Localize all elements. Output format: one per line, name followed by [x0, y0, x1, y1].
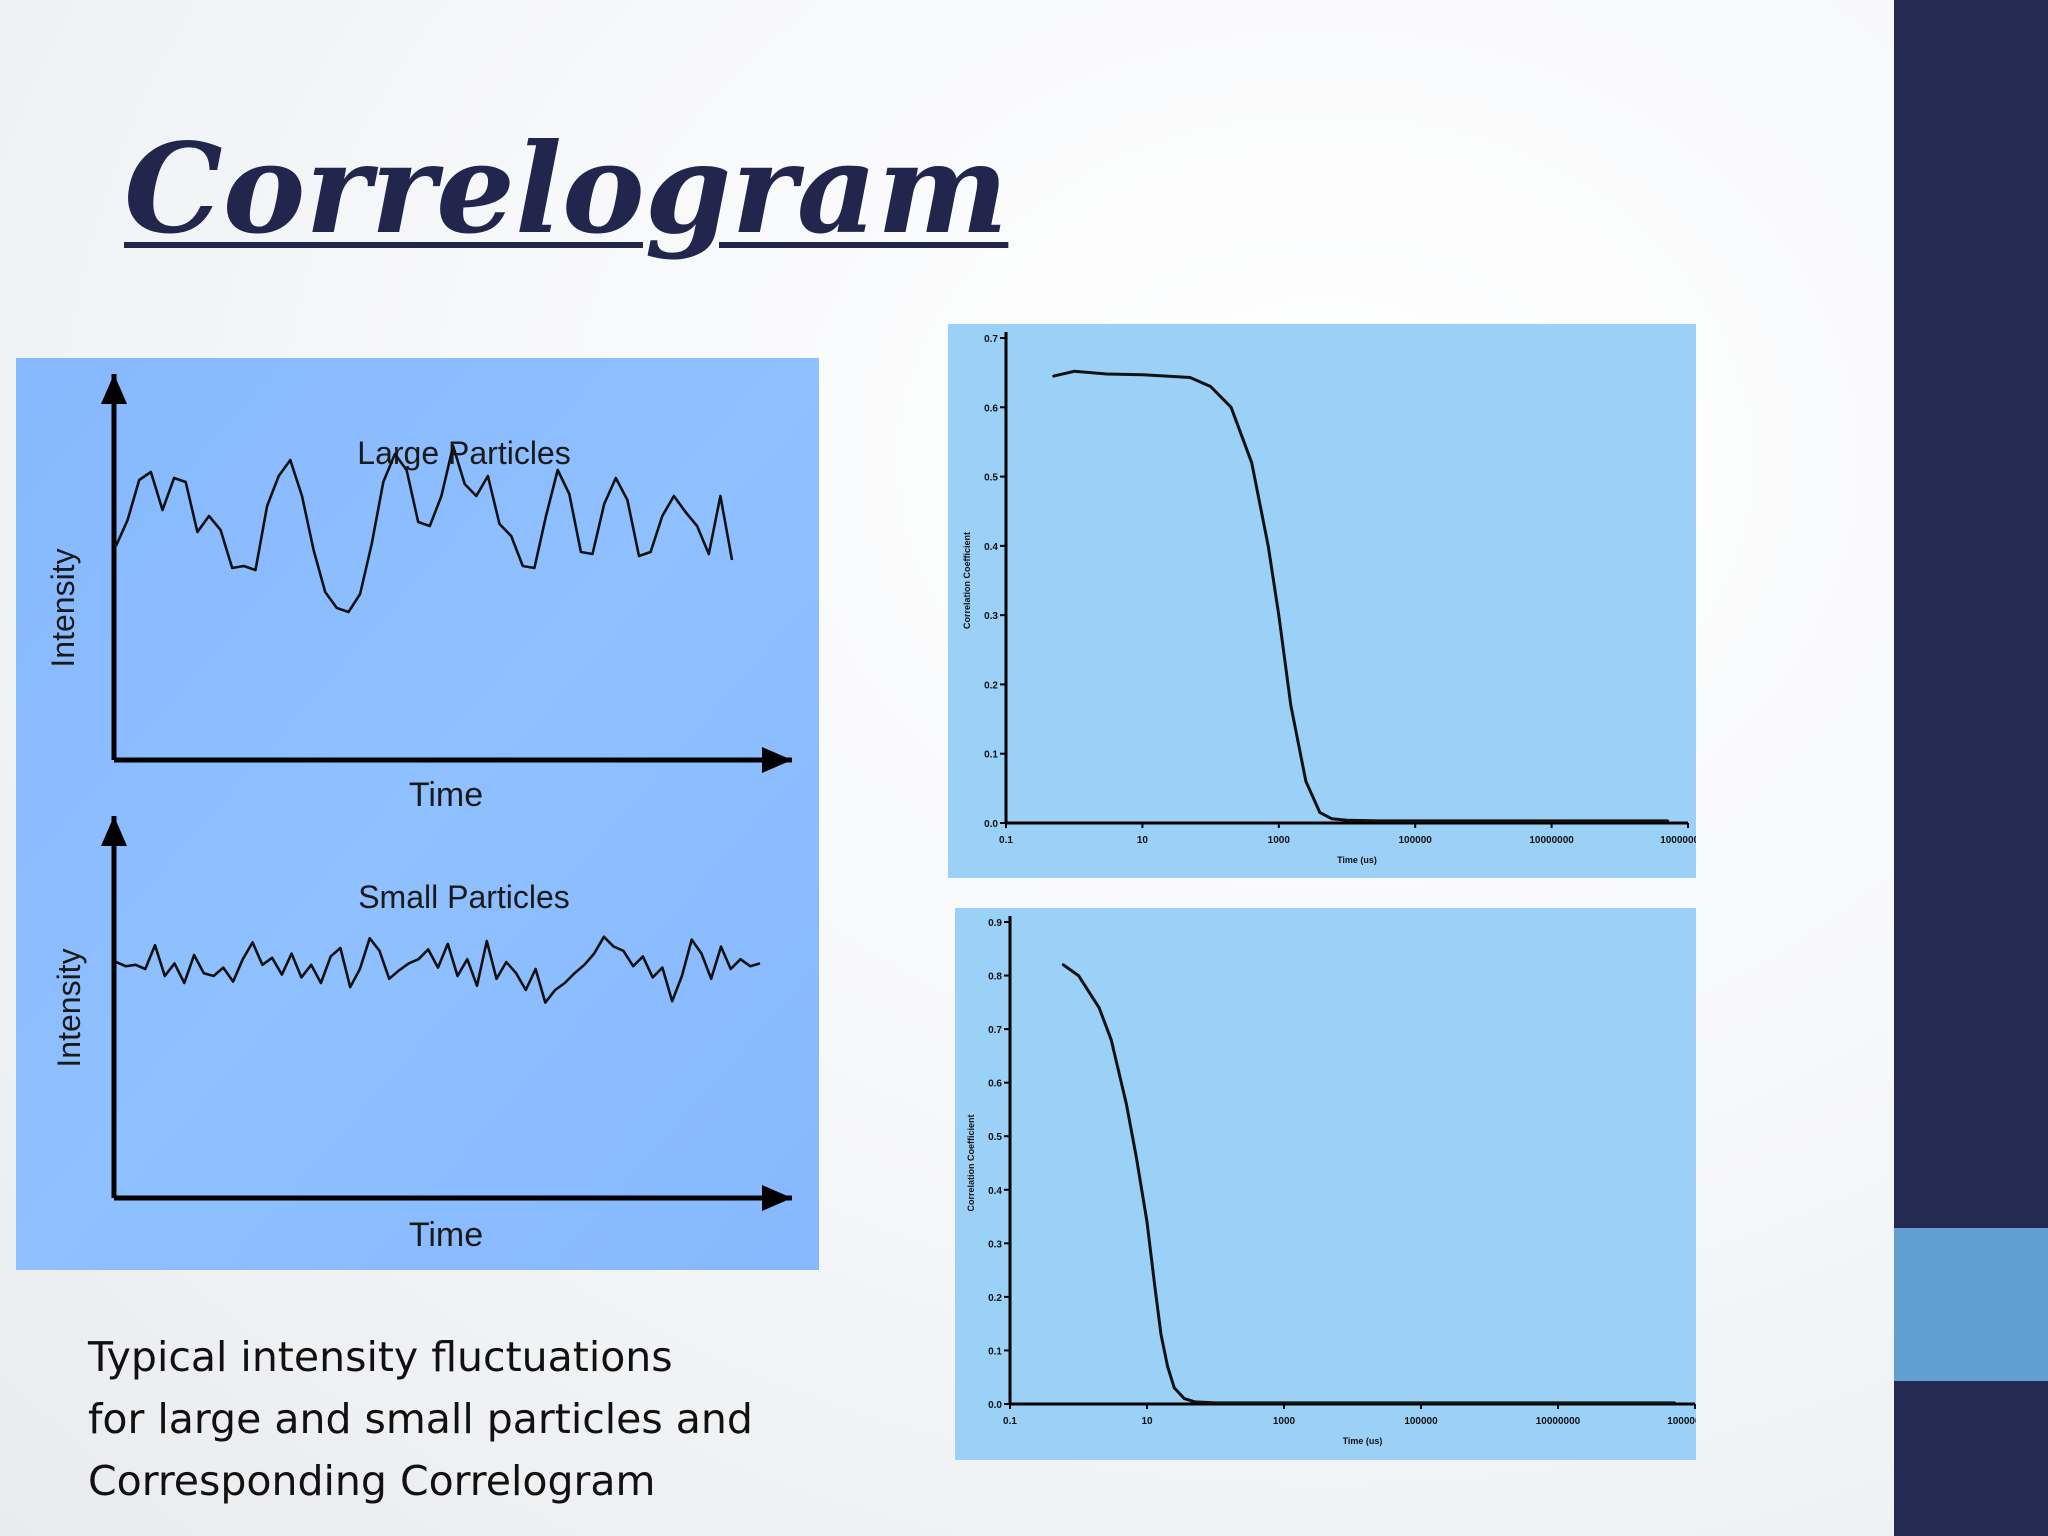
large-particles-x-label: Time — [409, 776, 483, 814]
correlogram-small-x-tick-label: 0.1 — [1003, 1416, 1017, 1427]
correlogram-small-x-tick-label: 10 — [1141, 1416, 1153, 1427]
small-particles-x-label: Time — [409, 1216, 483, 1254]
correlogram-large-x-tick-label: 0.1 — [999, 835, 1013, 846]
fluct-panel-fill — [16, 358, 819, 1270]
caption-line-1: Typical intensity fluctuations — [88, 1333, 673, 1381]
correlogram-small-y-tick-label: 0.0 — [988, 1400, 1002, 1411]
large-particles-chart: Large Particles Time Intensity — [45, 374, 792, 814]
correlogram-small-y-tick-label: 0.5 — [988, 1132, 1002, 1143]
correlogram-small-y-tick-label: 0.2 — [988, 1293, 1002, 1304]
correlogram-large-x-tick-label: 10 — [1137, 835, 1149, 846]
small-particles-title: Small Particles — [358, 879, 570, 915]
correlogram-small-x-tick-label: 100000 — [1404, 1416, 1438, 1427]
correlogram-small-y-tick-label: 0.1 — [988, 1346, 1002, 1357]
large-particles-y-arrow — [101, 374, 127, 404]
correlogram-large-x-tick-label: 1000 — [1268, 835, 1291, 846]
correlogram-large-y-tick-label: 0.7 — [984, 334, 998, 345]
correlogram-large-correlation-curve — [1052, 369, 1669, 823]
small-particles-x-arrow — [762, 1185, 792, 1211]
correlogram-small-y-label: Correlation Coefficient — [966, 1114, 976, 1211]
small-particles-y-arrow — [101, 816, 127, 846]
large-particles-x-arrow — [762, 747, 792, 773]
correlogram-small-chart: 0.00.10.20.30.40.50.60.70.80.90.1 10 1000 1… — [966, 916, 1696, 1446]
correlogram-large-x-label: Time (us) — [1337, 855, 1377, 865]
correlogram-large-y-tick-label: 0.6 — [984, 403, 998, 414]
correlogram-large-y-tick-label: 0.0 — [984, 819, 998, 830]
small-particles-intensity-trace — [115, 935, 761, 1004]
correlogram-large-y-tick-label: 0.1 — [984, 750, 998, 761]
correlogram-large-y-tick-label: 0.3 — [984, 611, 998, 622]
correlogram-large-y-tick-label: 0.5 — [984, 473, 998, 484]
correlogram-small-y-tick-label: 0.8 — [988, 972, 1002, 983]
correlogram-small-x-label: Time (us) — [1343, 1436, 1383, 1446]
correlogram-large-x-tick-label: 1000000000 — [1660, 835, 1696, 846]
correlogram-large-y-tick-label: 0.4 — [984, 542, 998, 553]
correlogram-large-panel: 0.0 0.1 0.2 0.3 0.4 0.5 0.6 0.7 0.1 10 1000 100000 1… — [948, 324, 1696, 878]
large-particles-title: Large Particles — [357, 435, 570, 471]
correlogram-small-x-tick-label: 10000000 — [1536, 1416, 1581, 1427]
caption-line-2: for large and small particles and — [88, 1395, 753, 1443]
correlogram-small-y-tick-label: 0.4 — [988, 1186, 1002, 1197]
large-particles-y-label: Intensity — [45, 548, 81, 667]
large-particles-intensity-trace — [114, 444, 734, 614]
correlogram-large-chart: 0.00.10.20.30.40.50.60.70.1 10 1000 100000 1… — [962, 332, 1696, 865]
caption: Typical intensity fluctuations for large… — [88, 1326, 808, 1512]
intensity-fluctuations-panel: Large Particles Time Intensity Small Parti… — [16, 358, 819, 1270]
correlogram-large-x-tick-label: 10000000 — [1529, 835, 1574, 846]
correlogram-large-x-tick-label: 100000 — [1399, 835, 1433, 846]
correlogram-large-y-tick-label: 0.2 — [984, 680, 998, 691]
slide-title: Correlogram — [124, 117, 1009, 262]
correlogram-small-panel: 0.0 0.1 0.2 0.3 0.4 0.5 0.6 0.7 0.8 0.9 0.1 10 1000 1… — [955, 908, 1696, 1460]
sidebar-accent-block — [1894, 1228, 2048, 1381]
correlogram-small-y-tick-label: 0.9 — [988, 918, 1002, 929]
small-particles-chart: Small Particles Time Intensity — [51, 816, 792, 1254]
correlogram-small-x-tick-label: 1000 — [1273, 1416, 1296, 1427]
caption-line-3: Corresponding Correlogram — [88, 1457, 656, 1505]
correlogram-small-y-tick-label: 0.6 — [988, 1079, 1002, 1090]
correlogram-small-x-tick-label: 1000000000 — [1667, 1416, 1696, 1427]
correlogram-small-y-tick-label: 0.7 — [988, 1025, 1002, 1036]
small-particles-y-label: Intensity — [51, 948, 87, 1067]
correlogram-small-y-tick-label: 0.3 — [988, 1239, 1002, 1250]
correlogram-small-correlation-curve — [1061, 963, 1676, 1405]
correlogram-large-y-label: Correlation Coefficient — [962, 532, 972, 629]
intensity-fluctuations-figure: Large Particles Time Intensity Small Parti… — [16, 358, 819, 1270]
